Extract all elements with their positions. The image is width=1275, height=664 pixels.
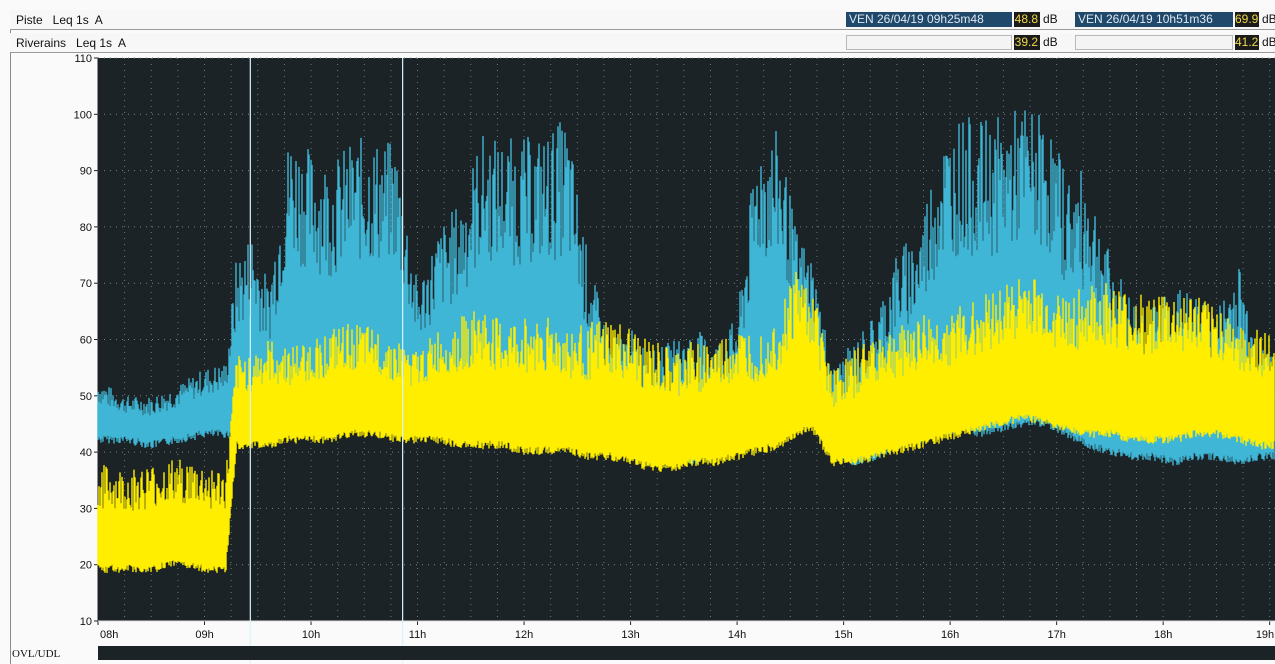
cursor2-value-piste: 69.9 — [1235, 12, 1259, 27]
cursor1-unit-piste: dB — [1043, 12, 1058, 26]
y-tick-label: 100 — [74, 109, 92, 121]
channel-label-piste: Piste Leq 1s A — [16, 13, 103, 27]
cursor1-datetime: VEN 26/04/19 09h25m48 — [846, 12, 1012, 27]
channel-row-riverains: Riverains Leq 1s A 39.2 dB 41.2 dB — [10, 33, 1275, 53]
y-tick-label: 70 — [80, 278, 92, 290]
x-tick-label: 11h — [409, 629, 427, 641]
cursor2-datetime: VEN 26/04/19 10h51m36 — [1075, 12, 1233, 27]
x-tick-label: 09h — [195, 629, 213, 641]
x-tick-label: 18h — [1154, 629, 1172, 641]
x-tick-label: 17h — [1047, 629, 1065, 641]
x-tick-label: 13h — [621, 629, 639, 641]
y-tick-label: 30 — [80, 503, 92, 515]
y-tick-label: 90 — [80, 166, 92, 178]
ovl-udl-track — [98, 646, 1275, 660]
x-tick-label: 16h — [941, 629, 959, 641]
x-tick-label: 08h — [100, 629, 118, 641]
channel-row-piste: Piste Leq 1s A VEN 26/04/19 09h25m48 48.… — [10, 10, 1275, 30]
y-tick-label: 80 — [80, 222, 92, 234]
y-tick-label: 110 — [74, 53, 92, 65]
series-trace — [97, 271, 1275, 573]
y-tick-label: 20 — [80, 560, 92, 572]
x-tick-label: 15h — [834, 629, 852, 641]
x-tick-label: 10h — [302, 629, 320, 641]
cursor2-unit-piste: dB — [1262, 12, 1275, 26]
x-tick-label: 14h — [728, 629, 746, 641]
series-riverains — [97, 271, 1275, 573]
x-tick-label: 19h — [1256, 629, 1274, 641]
cursor2-value-riverains: 41.2 — [1235, 35, 1259, 50]
y-tick-label: 10 — [80, 616, 92, 628]
ovl-udl-label: OVL/UDL — [12, 648, 61, 660]
cursor1-unit-riverains: dB — [1043, 35, 1058, 49]
cursor2-datetime-empty — [1075, 35, 1233, 50]
y-tick-label: 50 — [80, 391, 92, 403]
channel-label-riverains: Riverains Leq 1s A — [16, 36, 127, 50]
x-tick-label: 12h — [515, 629, 533, 641]
y-tick-label: 40 — [80, 447, 92, 459]
cursor1-value-piste: 48.8 — [1014, 12, 1040, 27]
cursor2-unit-riverains: dB — [1262, 35, 1275, 49]
cursor1-datetime-empty — [846, 35, 1012, 50]
y-tick-label: 60 — [80, 335, 92, 347]
cursor1-value-riverains: 39.2 — [1014, 35, 1040, 50]
